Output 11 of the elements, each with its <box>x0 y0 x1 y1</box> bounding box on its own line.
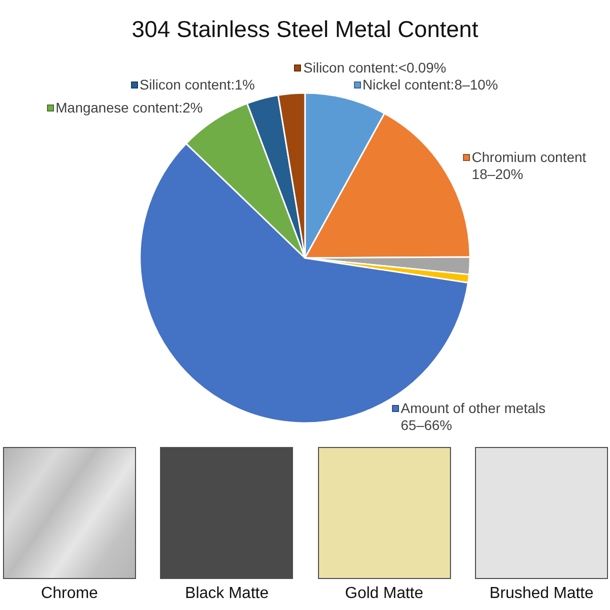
legend-label: Amount of other metals 65–66% <box>400 400 546 434</box>
legend-label: Silicon content:1% <box>140 76 255 94</box>
text: Black Matte <box>185 584 269 603</box>
chart-title: 304 Stainless Steel Metal Content <box>130 15 480 43</box>
legend-label: Silicon content:<0.09% <box>303 59 446 76</box>
text: Brushed Matte <box>489 584 594 603</box>
legend-label: Nickel content:8–10% <box>362 76 498 94</box>
legend-label: Manganese content:2% <box>56 100 203 117</box>
legend-label: Chromium content 18–20% <box>472 149 586 184</box>
text: Chrome <box>41 584 98 603</box>
text: Gold Matte <box>345 584 424 603</box>
